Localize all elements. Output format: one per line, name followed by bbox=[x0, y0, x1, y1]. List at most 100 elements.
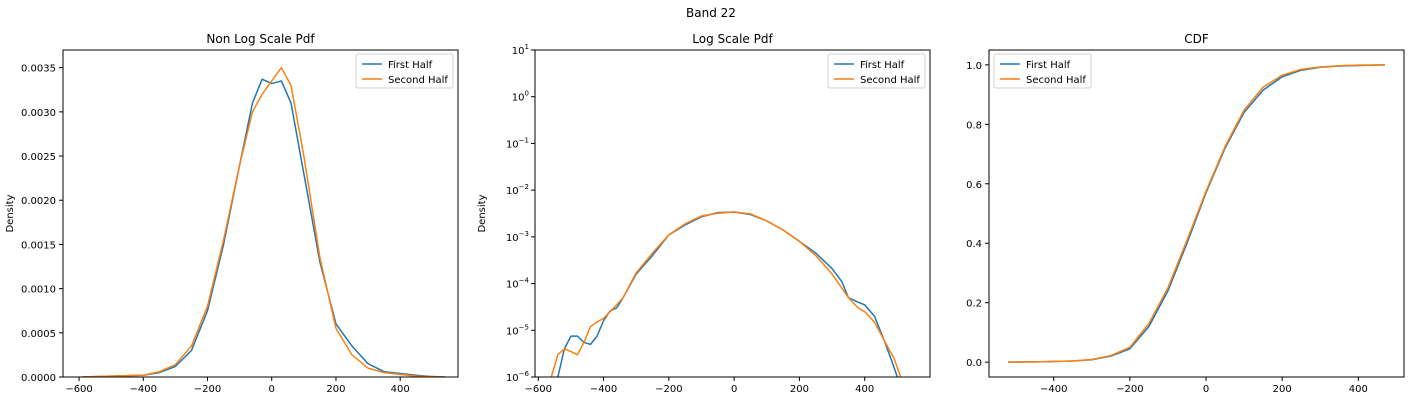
y-tick: 10−4 bbox=[506, 277, 535, 291]
y-tick-label: 10−6 bbox=[506, 370, 530, 384]
x-tick: 0 bbox=[269, 377, 275, 395]
y-tick-label: 1.0 bbox=[966, 61, 982, 72]
y-tick-label: 0.0005 bbox=[21, 329, 56, 340]
series-line-first-half bbox=[1008, 64, 1385, 363]
axes-frame bbox=[62, 49, 459, 378]
x-tick-label: −400 bbox=[590, 384, 617, 395]
y-tick-label: 0.0000 bbox=[21, 373, 56, 384]
legend: First Half Second Half bbox=[355, 53, 454, 89]
x-tick-label: 0 bbox=[1203, 384, 1209, 395]
x-tick-label: −400 bbox=[130, 384, 157, 395]
figure-suptitle: Band 22 bbox=[686, 6, 736, 20]
y-tick: 0.0 bbox=[966, 358, 989, 369]
x-tick: 400 bbox=[391, 377, 410, 395]
x-tick-label: 400 bbox=[391, 384, 410, 395]
y-tick-label: 0.4 bbox=[966, 239, 982, 250]
y-tick: 0.0000 bbox=[21, 373, 63, 384]
y-tick: 0.0010 bbox=[21, 285, 63, 296]
x-tick: −400 bbox=[590, 377, 617, 395]
x-tick: −200 bbox=[194, 377, 221, 395]
subplot-title: CDF bbox=[1184, 32, 1209, 46]
x-tick-label: 200 bbox=[326, 384, 345, 395]
y-tick-label: 10−2 bbox=[506, 183, 529, 197]
y-tick-label: 10−5 bbox=[506, 323, 529, 337]
axes-frame bbox=[534, 49, 931, 378]
x-tick-label: 0 bbox=[269, 384, 275, 395]
y-tick: 1.0 bbox=[966, 61, 989, 72]
x-tick-label: −200 bbox=[194, 384, 221, 395]
y-tick: 100 bbox=[512, 90, 535, 104]
series-line-first-half bbox=[82, 78, 446, 377]
y-tick-label: 0.0035 bbox=[21, 64, 56, 75]
y-tick: 10−2 bbox=[506, 183, 535, 197]
y-tick-label: 0.0 bbox=[966, 358, 982, 369]
series-line-second-half bbox=[1008, 64, 1385, 363]
legend-entry: Second Half bbox=[388, 75, 448, 86]
x-tick: −200 bbox=[655, 377, 683, 395]
x-tick-label: 400 bbox=[1349, 384, 1368, 395]
y-tick-label: 0.0025 bbox=[21, 152, 56, 163]
y-tick-label: 10−4 bbox=[506, 277, 530, 291]
legend-entry: Second Half bbox=[860, 75, 920, 86]
subplot-panels: Non Log Scale Pdf Density −600 −400 −200 0 200… bbox=[5, 32, 1405, 395]
legend: First Half Second Half bbox=[827, 53, 926, 89]
y-tick-label: 101 bbox=[512, 43, 529, 57]
y-tick-label: 0.8 bbox=[966, 120, 982, 131]
x-tick-label: −600 bbox=[65, 384, 92, 395]
y-tick: 10−5 bbox=[506, 323, 535, 337]
subplot-1: Non Log Scale Pdf Density −600 −400 −200 0 200… bbox=[5, 32, 459, 395]
y-tick-label: 0.0015 bbox=[21, 240, 56, 251]
subplot-title: Non Log Scale Pdf bbox=[206, 32, 315, 46]
x-tick: 400 bbox=[1349, 377, 1368, 395]
x-tick: 200 bbox=[326, 377, 346, 395]
axes-frame bbox=[988, 49, 1405, 378]
x-tick-label: −200 bbox=[655, 384, 682, 395]
legend-entry: Second Half bbox=[1026, 75, 1086, 86]
y-tick-label: 0.2 bbox=[966, 299, 982, 310]
series-line-second-half bbox=[550, 211, 902, 377]
y-tick: 0.2 bbox=[966, 299, 989, 310]
x-tick: −400 bbox=[130, 377, 157, 395]
legend: First Half Second Half bbox=[993, 53, 1092, 89]
x-tick-label: −400 bbox=[1040, 384, 1067, 395]
y-tick: 0.0015 bbox=[21, 240, 63, 251]
y-tick-label: 10−3 bbox=[506, 230, 529, 244]
y-tick-label: 0.0020 bbox=[21, 196, 56, 207]
x-tick: −600 bbox=[65, 377, 93, 395]
x-tick: −400 bbox=[1040, 377, 1067, 395]
legend-entry: First Half bbox=[1026, 60, 1071, 71]
y-tick-label: 0.6 bbox=[966, 180, 982, 191]
y-tick-label: 100 bbox=[512, 90, 529, 104]
y-axis-label: Density bbox=[5, 194, 16, 232]
x-tick: 0 bbox=[1203, 377, 1209, 395]
x-tick-label: 400 bbox=[855, 384, 874, 395]
legend-entry: First Half bbox=[860, 60, 905, 71]
y-tick: 0.0020 bbox=[21, 196, 63, 207]
x-tick: 200 bbox=[790, 377, 809, 395]
x-tick: −200 bbox=[1116, 377, 1144, 395]
y-tick: 10−3 bbox=[506, 230, 535, 244]
x-tick: −600 bbox=[525, 377, 552, 395]
subplot-2: Log Scale Pdf Density −600 −400 −200 0 200 400 1… bbox=[477, 32, 931, 395]
y-tick: 0.0030 bbox=[21, 108, 63, 119]
subplot-3: CDF −400 −200 0 200 400 0.0 0.2 0.4 0.6 0.8 1.0 Firs… bbox=[966, 32, 1405, 395]
y-tick: 0.0005 bbox=[21, 329, 63, 340]
legend-entry: First Half bbox=[388, 60, 433, 71]
x-tick-label: −200 bbox=[1116, 384, 1143, 395]
y-tick-label: 0.0010 bbox=[21, 285, 56, 296]
x-tick-label: 200 bbox=[790, 384, 809, 395]
subplot-title: Log Scale Pdf bbox=[692, 32, 773, 46]
y-tick: 0.4 bbox=[966, 239, 989, 250]
y-tick: 0.0025 bbox=[21, 152, 63, 163]
x-tick: 0 bbox=[731, 377, 737, 395]
series-line-second-half bbox=[82, 66, 446, 377]
y-tick: 0.6 bbox=[966, 180, 989, 191]
y-axis-label: Density bbox=[477, 194, 488, 232]
x-tick: 400 bbox=[855, 377, 874, 395]
y-tick: 0.8 bbox=[966, 120, 989, 131]
y-tick: 101 bbox=[512, 43, 535, 57]
x-tick-label: 0 bbox=[731, 384, 737, 395]
x-tick-label: 200 bbox=[1273, 384, 1292, 395]
x-tick-label: −600 bbox=[525, 384, 552, 395]
